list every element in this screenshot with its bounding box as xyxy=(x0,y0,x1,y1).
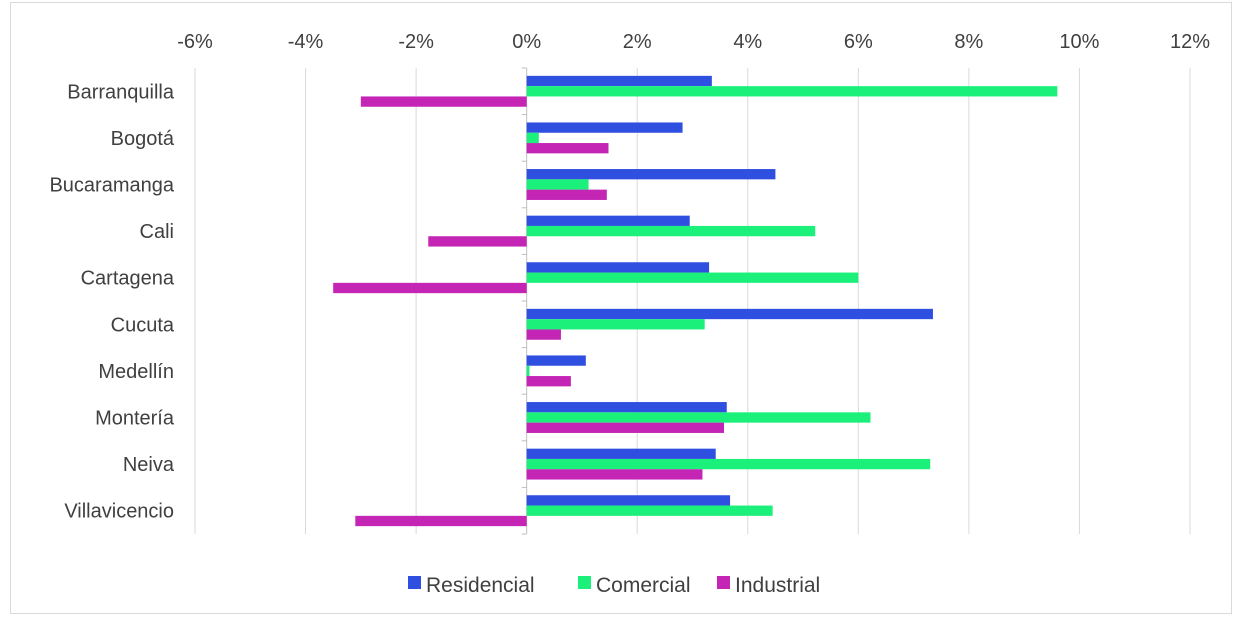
x-tick-label: -4% xyxy=(288,31,324,53)
bar-residencial xyxy=(526,355,586,366)
category-label: Bogotá xyxy=(111,128,175,150)
bar-residencial xyxy=(526,122,683,133)
bar-industrial xyxy=(333,282,527,294)
bar-industrial xyxy=(526,376,571,387)
x-axis-tick-labels: -6% -4% -2% 0% 2% 4% 6% 8% 10% 12% xyxy=(177,31,1210,53)
bar-residencial xyxy=(526,169,776,180)
x-tick-label: -6% xyxy=(177,31,213,53)
category-label: Cartagena xyxy=(81,268,175,290)
category-label: Cucuta xyxy=(111,314,175,336)
x-tick-label: 2% xyxy=(623,31,652,53)
bar-comercial xyxy=(526,179,589,190)
bar-industrial xyxy=(428,236,527,247)
bar-residencial xyxy=(526,402,727,413)
bar-residencial xyxy=(526,75,712,87)
legend: Residencial Comercial Industrial xyxy=(408,574,820,597)
bar-comercial xyxy=(526,132,539,144)
bar-comercial xyxy=(526,412,871,423)
bar-residencial xyxy=(526,448,716,459)
category-label: Medellín xyxy=(98,361,174,383)
x-tick-label: 0% xyxy=(512,31,541,53)
x-tick-label: 6% xyxy=(844,31,873,53)
bar-industrial xyxy=(526,143,609,154)
category-label: Neiva xyxy=(123,454,175,476)
category-label: Bucaramanga xyxy=(49,175,174,197)
bar-residencial xyxy=(526,308,933,320)
bar-industrial xyxy=(360,96,527,107)
legend-swatch xyxy=(408,576,421,589)
x-tick-label: 12% xyxy=(1170,31,1210,53)
x-tick-label: 4% xyxy=(733,31,762,53)
legend-swatch xyxy=(578,576,591,589)
bars xyxy=(333,75,1058,527)
bar-comercial xyxy=(526,272,859,283)
bar-comercial xyxy=(526,319,705,330)
category-label: Cali xyxy=(140,221,174,243)
legend-swatch xyxy=(717,576,730,589)
category-label: Montería xyxy=(95,408,175,430)
category-axis: Barranquilla Bogotá Bucaramanga Cali Cartage… xyxy=(49,67,528,535)
x-tick-label: 8% xyxy=(954,31,983,53)
category-label: Villavicencio xyxy=(64,501,174,523)
x-tick-label: -2% xyxy=(398,31,434,53)
bar-industrial xyxy=(526,422,725,433)
bar-comercial xyxy=(526,505,773,516)
legend-label: Comercial xyxy=(596,574,691,597)
chart-frame xyxy=(10,2,1232,614)
legend-label: Residencial xyxy=(426,574,535,597)
bar-residencial xyxy=(526,262,710,273)
bar-industrial xyxy=(526,469,703,480)
x-tick-label: 10% xyxy=(1059,31,1099,53)
bar-industrial xyxy=(526,329,561,340)
legend-label: Industrial xyxy=(735,574,820,597)
bar-comercial xyxy=(526,458,931,470)
bar-residencial xyxy=(526,495,731,506)
bar-industrial xyxy=(355,515,527,527)
bar-comercial xyxy=(526,225,816,237)
bar-comercial xyxy=(526,86,1058,97)
category-label: Barranquilla xyxy=(67,81,175,103)
bar-comercial xyxy=(526,365,530,377)
bar-industrial xyxy=(526,189,607,200)
bar-residencial xyxy=(526,215,690,226)
